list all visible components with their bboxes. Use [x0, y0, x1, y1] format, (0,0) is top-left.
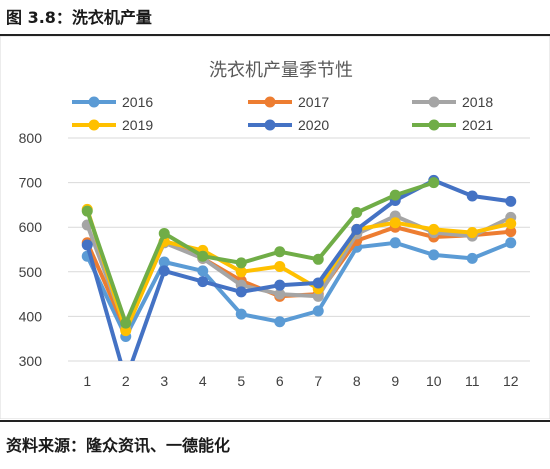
- source-note: 资料来源：隆众资讯、一德能化: [6, 436, 231, 455]
- data-point: [235, 308, 247, 320]
- data-point: [235, 286, 247, 298]
- figure-caption: 图 3.8：洗衣机产量: [6, 8, 152, 27]
- data-point: [81, 205, 93, 217]
- legend-label: 2020: [298, 117, 329, 133]
- data-point: [235, 266, 247, 278]
- data-point: [274, 246, 286, 258]
- data-point: [312, 290, 324, 302]
- legend-marker: [88, 96, 100, 108]
- x-axis: 1 2 3 4 5 6 7 8 9 10 11 12: [83, 373, 518, 389]
- data-point: [351, 223, 363, 235]
- data-point: [274, 316, 286, 328]
- x-tick-label: 2: [122, 373, 130, 389]
- data-point: [120, 317, 132, 329]
- legend-marker: [88, 119, 100, 131]
- legend-label: 2017: [298, 94, 329, 110]
- data-point: [158, 265, 170, 277]
- seasonality-line-chart: 洗衣机产量季节性 2016 2017 2018 2019 2020 2021 300 400…: [0, 36, 550, 419]
- data-point: [466, 252, 478, 264]
- x-tick-label: 6: [276, 373, 284, 389]
- data-point: [120, 325, 132, 337]
- legend-label: 2019: [122, 117, 153, 133]
- legend-label: 2016: [122, 94, 153, 110]
- x-tick-label: 10: [426, 373, 442, 389]
- data-point: [351, 206, 363, 218]
- x-tick-label: 9: [391, 373, 399, 389]
- series-line-2016: [85, 240, 512, 339]
- data-point: [235, 257, 247, 269]
- legend-marker: [428, 96, 440, 108]
- bottom-rule: [0, 420, 550, 422]
- data-point: [158, 256, 170, 268]
- y-tick-label: 600: [19, 219, 43, 235]
- data-point: [312, 277, 324, 289]
- legend-item-2016: 2016: [72, 94, 153, 110]
- gridlines: [68, 137, 530, 362]
- data-point: [197, 250, 209, 262]
- chart-title: 洗衣机产量季节性: [209, 60, 353, 81]
- x-tick-label: 3: [160, 373, 168, 389]
- legend-label: 2021: [462, 117, 493, 133]
- x-tick-label: 12: [503, 373, 519, 389]
- x-tick-label: 7: [314, 373, 322, 389]
- legend-item-2021: 2021: [412, 117, 493, 133]
- series-line-2020: [85, 178, 512, 361]
- data-point: [312, 253, 324, 265]
- legend-item-2017: 2017: [248, 94, 329, 110]
- data-point: [274, 260, 286, 272]
- y-tick-label: 300: [19, 353, 43, 369]
- data-point: [389, 237, 401, 249]
- series-2021: [81, 177, 440, 329]
- x-tick-label: 5: [237, 373, 245, 389]
- series-line-2021: [85, 180, 435, 326]
- legend-marker: [264, 96, 276, 108]
- data-point: [505, 218, 517, 230]
- legend-marker: [428, 119, 440, 131]
- y-tick-label: 400: [19, 308, 43, 324]
- data-point: [505, 237, 517, 249]
- data-point: [389, 189, 401, 201]
- data-point: [428, 249, 440, 261]
- y-tick-label: 800: [19, 130, 43, 146]
- data-point: [389, 217, 401, 229]
- series-line-2019: [85, 208, 512, 333]
- top-rule: [0, 34, 550, 36]
- data-point: [466, 227, 478, 239]
- series-2016: [81, 237, 517, 342]
- data-point: [81, 239, 93, 251]
- data-point: [505, 195, 517, 207]
- data-point: [197, 265, 209, 277]
- x-tick-label: 4: [199, 373, 207, 389]
- y-tick-label: 500: [19, 264, 43, 280]
- plot-area: [81, 174, 517, 361]
- legend-label: 2018: [462, 94, 493, 110]
- data-point: [428, 177, 440, 189]
- data-point: [274, 288, 286, 300]
- y-tick-label: 700: [19, 175, 43, 191]
- x-tick-label: 8: [353, 373, 361, 389]
- legend-item-2019: 2019: [72, 117, 153, 133]
- legend-item-2018: 2018: [412, 94, 493, 110]
- series-2020: [81, 174, 517, 361]
- data-point: [505, 226, 517, 238]
- data-point: [158, 227, 170, 239]
- legend: 2016 2017 2018 2019 2020 2021: [72, 94, 493, 133]
- data-point: [466, 190, 478, 202]
- legend-item-2020: 2020: [248, 117, 329, 133]
- data-point: [428, 223, 440, 235]
- data-point: [312, 305, 324, 317]
- x-tick-label: 11: [465, 373, 480, 389]
- x-tick-label: 1: [83, 373, 91, 389]
- y-axis: 300 400 500 600 700 800: [19, 130, 43, 369]
- data-point: [274, 279, 286, 291]
- data-point: [197, 276, 209, 288]
- legend-marker: [264, 119, 276, 131]
